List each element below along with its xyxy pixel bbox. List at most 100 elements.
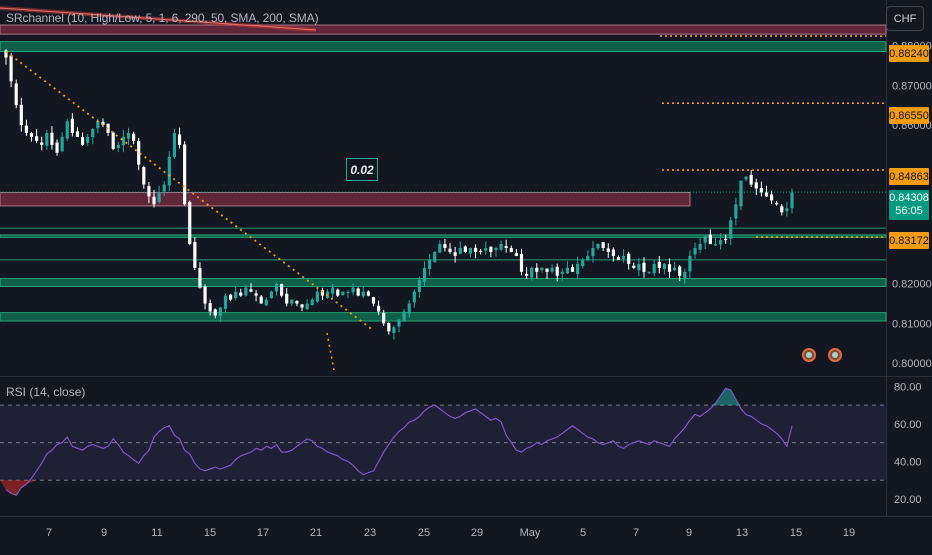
candle-body [535,267,539,272]
candle-body [683,271,687,279]
sr-zone [0,278,887,287]
candle-body [336,289,340,296]
candle-body [249,289,253,292]
candle-body [228,294,233,300]
candle-body [55,142,59,153]
candle-body [208,303,212,312]
candle-body [183,144,187,205]
level-price-tag: 0.84863 [889,168,929,185]
candle-body [295,300,299,304]
candle-body [657,261,661,268]
candle-body [514,253,518,256]
candle-body [519,253,524,272]
candle-body [754,182,758,189]
candle-body [565,267,570,274]
indicator-legend[interactable]: SRchannel (10, High/Low, 5, 1, 6, 290, 5… [6,11,319,25]
candle-body [591,248,595,257]
candle-body [40,142,44,145]
candle-body [50,132,54,145]
candle-body [19,104,23,125]
candle-body [525,273,529,276]
candle-body [80,137,85,145]
rsi-tick-label: 20.00 [894,494,922,506]
candle-body [749,174,753,185]
candle-body [121,136,125,146]
candle-body [346,291,350,293]
candle-body [203,286,207,304]
candle-body [458,248,462,254]
candle-body [351,287,355,293]
candle-body [642,262,646,272]
candle-body [473,247,478,252]
candle-body [428,259,432,269]
candle-body [387,322,391,332]
candle-body [193,242,197,268]
candle-body [530,267,534,278]
candle-body [417,279,421,292]
time-tick-label: 11 [151,527,162,539]
candle-body [269,291,273,299]
candle-body [397,319,401,327]
candle-body [24,125,28,133]
time-tick-label: 7 [633,527,639,539]
candle-body [540,267,544,270]
candle-body [86,136,90,143]
event-bubble-icon[interactable] [802,348,816,362]
time-axis-line [0,516,932,517]
candle-body [770,194,774,201]
candle-body [718,240,723,245]
candle-body [545,268,549,272]
sr-zone [0,234,887,238]
candle-body [152,196,156,205]
candle-body [407,303,411,314]
event-bubble-icon[interactable] [828,348,842,362]
time-tick-label: 25 [418,527,430,539]
candle-body [438,244,442,253]
candle-body [371,297,376,304]
candle-body [285,293,289,304]
candle-body [91,128,95,138]
price-tick-label: 0.80000 [892,358,932,370]
rsi-legend[interactable]: RSI (14, close) [6,385,86,399]
candle-body [60,136,64,152]
time-tick-label: 17 [257,527,269,539]
candle-body [75,131,80,137]
candle-body [361,291,365,297]
candle-body [198,267,202,288]
candle-body [188,202,192,245]
last-price-value: 0.84308 [889,192,929,204]
currency-button[interactable]: CHF [886,6,924,31]
bar-countdown: 56:05 [895,205,923,217]
candle-body [708,234,712,245]
price-tick-label: 0.82000 [892,279,932,291]
level-price-tag: 0.86550 [889,107,929,124]
candle-body [698,244,702,250]
candle-body [280,284,284,296]
candle-body [147,186,151,197]
candle-body [627,253,631,264]
candle-body [576,263,580,274]
candle-body [35,136,39,141]
candle-body [632,265,636,268]
candle-body [300,304,304,308]
rsi-tick-label: 80.00 [894,381,922,393]
candle-body [320,290,325,296]
candle-body [142,167,146,185]
candle-body [744,176,748,180]
candle-body [29,133,34,137]
time-tick-label: 19 [843,527,855,539]
time-tick-label: 9 [101,527,107,539]
candle-body [734,204,738,219]
dotted-trendline [5,50,373,330]
candle-body [667,264,672,272]
candle-body [167,156,171,186]
candle-body [254,293,258,296]
candle-body [647,271,651,273]
candle-body [422,267,427,282]
sr-zone [0,192,691,207]
candle-body [688,255,692,272]
candle-body [775,202,779,205]
candle-body [126,132,131,139]
candle-body [652,263,656,274]
